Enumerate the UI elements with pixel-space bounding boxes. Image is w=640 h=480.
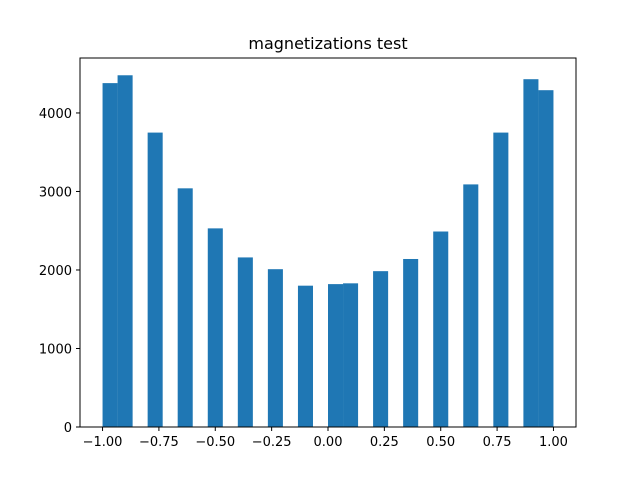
- bar-2: [147, 132, 163, 427]
- y-tick-label-3: 3000: [39, 185, 72, 200]
- bars-group: [102, 75, 554, 428]
- bar-1: [117, 75, 133, 428]
- bar-12: [433, 231, 449, 427]
- y-tick-label-1: 1000: [39, 342, 72, 357]
- bar-11: [403, 258, 419, 427]
- x-tick-label-8: 1.00: [539, 435, 568, 450]
- bar-14: [493, 132, 509, 427]
- x-tick-label-1: −0.75: [139, 435, 179, 450]
- x-axis: −1.00 −0.75 −0.50 −0.25 0.00 0.25 0.50 0.75 1.00: [83, 427, 568, 450]
- bar-10: [373, 271, 389, 427]
- y-tick-label-4: 4000: [39, 107, 72, 122]
- bar-0: [102, 83, 118, 428]
- bar-6: [267, 269, 283, 427]
- bar-13: [463, 184, 479, 427]
- x-tick-label-5: 0.25: [370, 435, 399, 450]
- bar-8: [328, 284, 344, 427]
- bar-15: [523, 79, 539, 427]
- y-tick-label-0: 0: [64, 421, 72, 436]
- x-tick-label-4: 0.00: [314, 435, 343, 450]
- bar-9: [343, 283, 359, 427]
- x-tick-label-2: −0.50: [195, 435, 235, 450]
- bar-3: [177, 188, 193, 427]
- x-tick-label-0: −1.00: [83, 435, 123, 450]
- x-tick-label-7: 0.75: [483, 435, 512, 450]
- x-tick-label-6: 0.50: [426, 435, 455, 450]
- y-tick-label-2: 2000: [39, 264, 72, 279]
- bar-4: [207, 228, 223, 427]
- chart-title: magnetizations test: [248, 34, 407, 53]
- x-tick-label-3: −0.25: [252, 435, 292, 450]
- bar-7: [297, 285, 313, 427]
- bar-5: [237, 257, 253, 427]
- y-axis: 0 1000 2000 3000 4000: [39, 107, 80, 436]
- bar-16: [538, 90, 554, 427]
